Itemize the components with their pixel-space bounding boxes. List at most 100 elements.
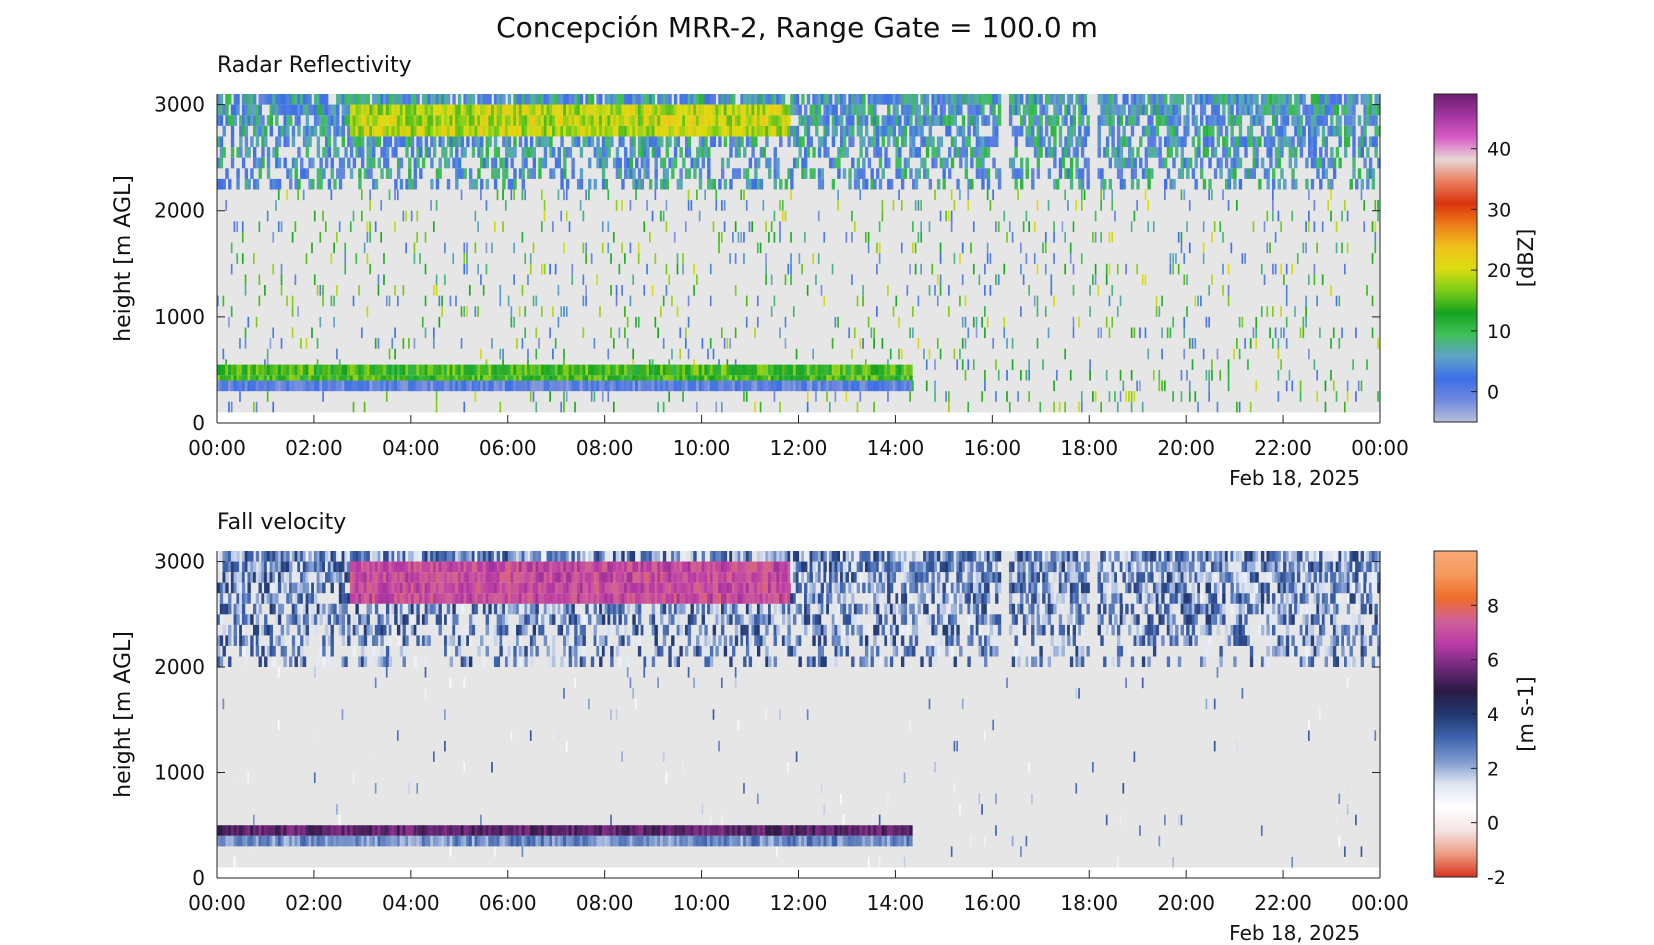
heatmap-cell (239, 825, 243, 836)
heatmap-cell (241, 157, 246, 169)
heatmap-cell (258, 835, 262, 847)
heatmap-cell (239, 147, 243, 158)
heatmap-cell (502, 359, 504, 370)
heatmap-cell (1064, 115, 1068, 126)
heatmap-cell (349, 380, 354, 392)
heatmap-cell (253, 401, 255, 413)
heatmap-cell (228, 94, 232, 105)
heatmap-cell (610, 375, 614, 386)
heatmap-cell (787, 380, 791, 392)
heatmap-cell (939, 210, 942, 222)
heatmap-cell (369, 364, 373, 376)
heatmap-cell (881, 380, 885, 392)
heatmap-cell (355, 582, 359, 594)
heatmap-cell (394, 561, 398, 573)
heatmap-cell (438, 157, 442, 169)
heatmap-cell (424, 104, 429, 116)
heatmap-cell (1072, 147, 1077, 158)
heatmap-cell (1230, 136, 1234, 148)
heatmap-cell (596, 147, 600, 158)
heatmap-cell (984, 115, 988, 126)
heatmap-cell (1216, 94, 1220, 105)
heatmap-cell (324, 572, 329, 583)
heatmap-cell (1357, 380, 1360, 392)
heatmap-cell (272, 94, 276, 105)
heatmap-cell (925, 94, 930, 105)
heatmap-cell (540, 125, 545, 137)
heatmap-cell (690, 104, 694, 116)
heatmap-cell (582, 210, 585, 222)
heatmap-cell (779, 380, 783, 392)
heatmap-cell (1180, 94, 1184, 105)
heatmap-cell (1003, 210, 1006, 222)
heatmap-cell (1047, 94, 1052, 105)
heatmap-cell (499, 295, 502, 307)
heatmap-cell (1144, 104, 1148, 116)
heatmap-cell (1355, 94, 1359, 105)
heatmap-cell (1169, 125, 1173, 137)
heatmap-cell (806, 136, 811, 148)
heatmap-cell (1072, 125, 1077, 137)
heatmap-cell (385, 593, 390, 604)
heatmap-cell (1233, 168, 1237, 179)
heatmap-cell (1211, 125, 1215, 137)
heatmap-cell (336, 561, 340, 573)
heatmap-cell (920, 221, 923, 232)
heatmap-cell (1039, 147, 1043, 158)
heatmap-cell (554, 94, 559, 105)
heatmap-cell (405, 645, 409, 657)
heatmap-cell (1205, 125, 1209, 137)
heatmap-cell (624, 168, 628, 179)
heatmap-cell (1172, 125, 1176, 137)
heatmap-cell (449, 104, 453, 116)
heatmap-cell (258, 656, 262, 668)
heatmap-cell (693, 168, 697, 179)
heatmap-cell (552, 94, 556, 105)
heatmap-cell (1222, 189, 1224, 201)
heatmap-cell (1144, 168, 1148, 179)
heatmap-cell (402, 572, 406, 583)
heatmap-cell (1332, 168, 1337, 179)
heatmap-cell (560, 168, 564, 179)
heatmap-cell (668, 364, 672, 376)
heatmap-cell (366, 253, 369, 264)
heatmap-cell (416, 157, 420, 169)
heatmap-cell (648, 359, 651, 370)
heatmap-cell (762, 364, 766, 376)
heatmap-cell (787, 168, 791, 179)
heatmap-cell (482, 380, 487, 392)
heatmap-cell (1374, 115, 1378, 126)
heatmap-cell (228, 635, 232, 646)
heatmap-cell (696, 125, 700, 137)
heatmap-cell (989, 253, 992, 264)
heatmap-cell (862, 94, 866, 105)
heatmap-cell (554, 375, 559, 386)
heatmap-cell (887, 94, 891, 105)
heatmap-cell (546, 136, 550, 148)
heatmap-cell (383, 603, 387, 615)
heatmap-cell (1374, 136, 1378, 148)
heatmap-cell (275, 200, 277, 211)
heatmap-cell (571, 136, 575, 148)
heatmap-cell (576, 375, 581, 386)
heatmap-cell (286, 104, 290, 116)
heatmap-cell (513, 115, 517, 126)
heatmap-cell (396, 582, 401, 594)
heatmap-cell (831, 263, 834, 275)
heatmap-cell (233, 624, 237, 636)
heatmap-cell (707, 380, 711, 392)
heatmap-cell (624, 306, 626, 317)
heatmap-cell (964, 316, 967, 328)
heatmap-cell (377, 364, 381, 376)
heatmap-cell (241, 603, 246, 615)
heatmap-cell (892, 125, 897, 137)
heatmap-cell (305, 835, 309, 847)
heatmap-cell (853, 178, 858, 190)
heatmap-cell (374, 635, 379, 646)
heatmap-cell (225, 635, 229, 646)
heatmap-cell (654, 178, 658, 190)
heatmap-cell (513, 189, 515, 201)
heatmap-cell (327, 656, 332, 668)
